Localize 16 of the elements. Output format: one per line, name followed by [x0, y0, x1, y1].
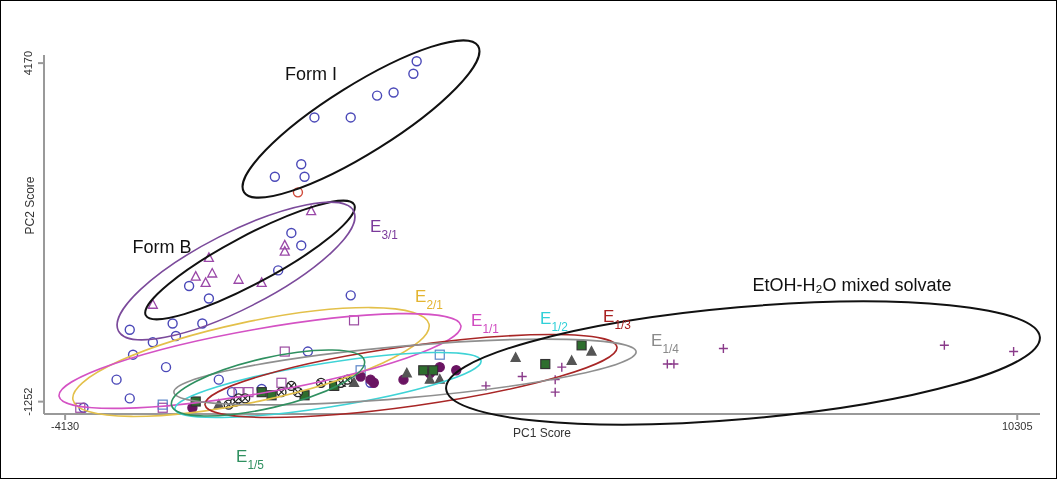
x-tick-label: 10305	[1001, 419, 1033, 432]
y-axis-title: PC2 Score	[23, 176, 38, 235]
annotation: E$_{1/3}$	[603, 307, 632, 332]
annotation: Form B	[132, 237, 192, 257]
y-tick-label: -1252	[22, 387, 34, 416]
x-axis-title: PC1 Score	[512, 425, 572, 440]
x-tick-label: -4130	[51, 419, 80, 432]
annotation: E$_{3/1}$	[370, 217, 399, 242]
annotation: E$_{1/2}$	[540, 309, 569, 334]
annotation: E$_{1/1}$	[471, 311, 500, 336]
annotation: EtOH-H₂O mixed solvate	[752, 275, 952, 295]
annotation: Form I	[285, 64, 337, 84]
y-tick-label: 4170	[22, 50, 34, 76]
text: E$_{1/5}$	[236, 447, 265, 472]
annotation: E$_{2/1}$	[415, 287, 444, 312]
annotation: E$_{1/4}$	[651, 331, 680, 356]
